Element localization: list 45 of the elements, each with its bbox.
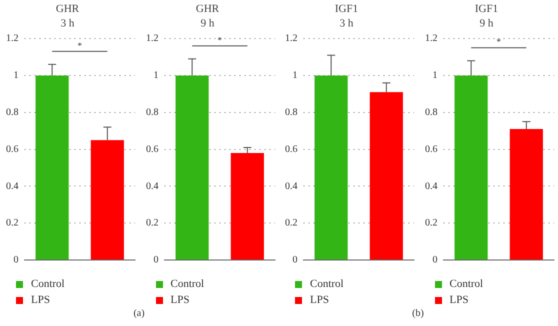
chart-title: GHR 9 h	[195, 3, 220, 30]
y-tick-label: 0	[153, 254, 158, 266]
y-tick-label: 1.2	[424, 33, 437, 44]
y-tick-label: 0.4	[424, 180, 437, 192]
y-tick-label: 0	[432, 254, 437, 266]
y-tick-label: 0.2	[146, 218, 158, 229]
y-tick-label: 1.2	[146, 33, 158, 44]
legend-label: Control	[170, 278, 204, 290]
y-tick-label: 0.6	[424, 144, 437, 155]
y-tick-label: 1.2	[285, 33, 298, 44]
y-tick-label: 1	[14, 70, 18, 82]
legend-label: LPS	[450, 294, 468, 306]
annotation: *	[496, 36, 501, 47]
chart-title: IGF1 9 h	[474, 3, 498, 30]
y-tick-label: 0.2	[6, 218, 18, 229]
annotation: *	[78, 40, 82, 50]
y-tick-label: 0.2	[285, 218, 298, 229]
legend-label: LPS	[310, 294, 329, 306]
text: (b)	[412, 308, 424, 319]
y-tick-label: 0.8	[6, 107, 18, 118]
legend-label: Control	[450, 278, 484, 290]
y-tick-label: 0.6	[285, 144, 298, 155]
legend-label: LPS	[170, 294, 190, 306]
y-tick-label: 0.4	[146, 180, 158, 192]
y-tick-label: 1	[292, 70, 298, 82]
text: (a)	[133, 308, 145, 319]
legend-label: Control	[310, 278, 344, 290]
legend-label: Control	[31, 278, 65, 290]
chart-title: IGF1 3 h	[334, 3, 358, 30]
y-tick-label: 0.8	[424, 107, 437, 118]
y-tick-label: 1.2	[6, 33, 18, 44]
chart-title: GHR 3 h	[56, 3, 80, 30]
legend-label: LPS	[31, 294, 50, 306]
y-tick-label: 0.4	[285, 180, 298, 192]
y-tick-label: 0.2	[424, 218, 437, 229]
y-tick-label: 1	[153, 70, 158, 82]
y-tick-label: 0.6	[146, 144, 158, 155]
y-tick-label: 0.8	[146, 107, 158, 118]
y-tick-label: 0.8	[285, 107, 298, 118]
y-tick-label: 0.4	[6, 180, 18, 192]
y-tick-label: 0.6	[6, 144, 18, 155]
y-tick-label: 0	[14, 254, 18, 266]
y-tick-label: 1	[432, 70, 437, 82]
y-tick-label: 0	[292, 254, 298, 266]
annotation: *	[217, 34, 222, 45]
